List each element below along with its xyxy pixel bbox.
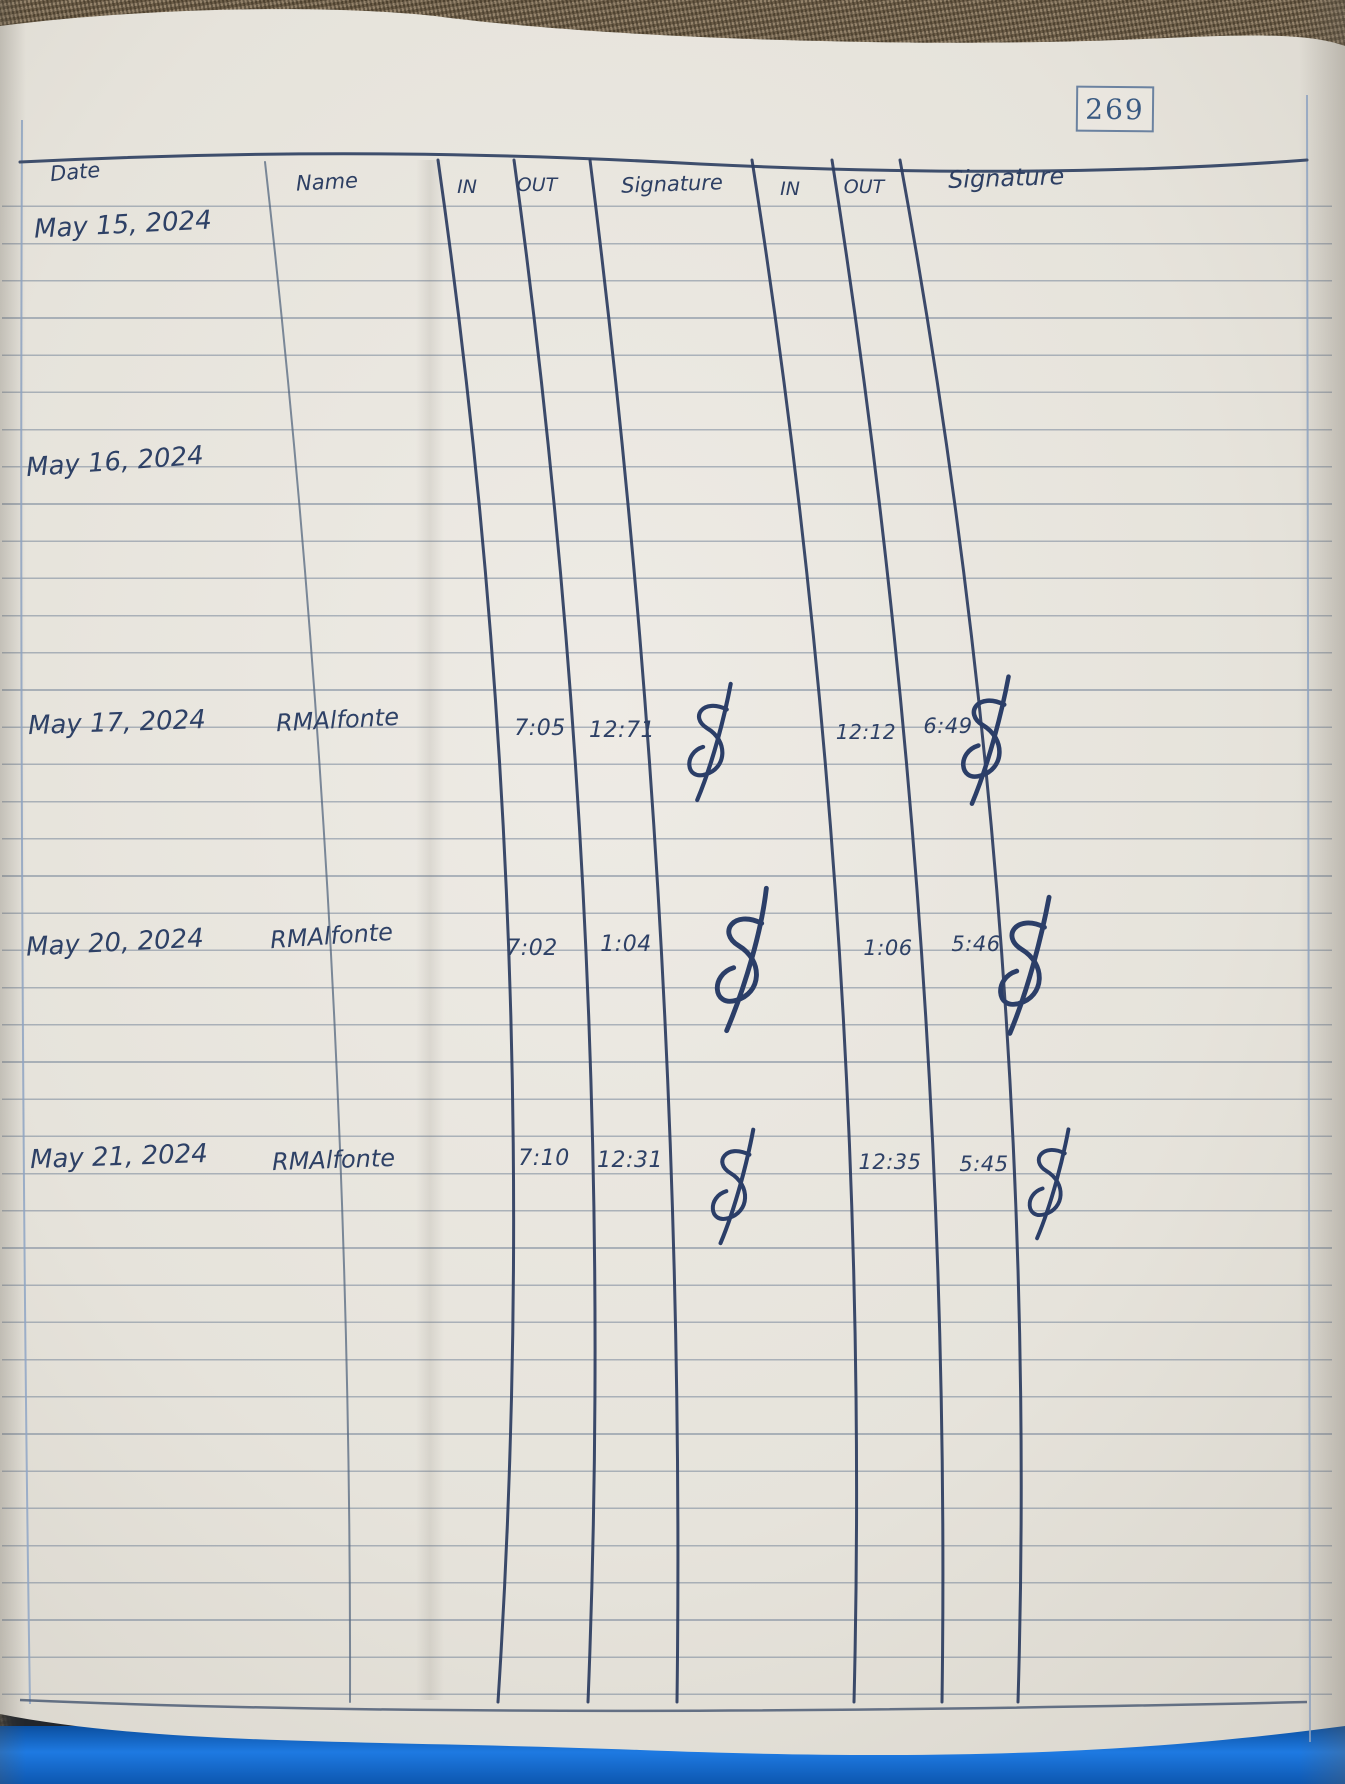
right-margin-line	[1306, 94, 1311, 1743]
pm-out-time: 6:49	[923, 714, 973, 738]
header-pm-out: OUT	[843, 176, 885, 198]
column-line-out-signature	[588, 158, 680, 1704]
signature-scribble	[961, 674, 1011, 806]
left-margin-line	[20, 119, 31, 1705]
paper-crease	[416, 160, 444, 1700]
header-name: Name	[295, 168, 359, 196]
am-out-time: 1:04	[600, 932, 652, 957]
pm-in-time: 12:12	[835, 720, 897, 744]
pm-out-time: 5:46	[951, 932, 1001, 956]
header-pm-in: IN	[780, 178, 800, 200]
signature-scribble	[687, 681, 733, 803]
column-line-out2-signature2	[898, 158, 1023, 1704]
left-edge-shade	[0, 0, 26, 1784]
page-number: 269	[1085, 92, 1145, 126]
pm-in-time: 12:35	[858, 1150, 922, 1174]
header-date: Date	[49, 157, 102, 187]
right-edge-shade	[1299, 0, 1345, 1784]
am-in-time: 7:05	[514, 716, 566, 741]
am-in-time: 7:02	[506, 936, 558, 961]
page-number-box: 269	[1075, 85, 1155, 133]
row-date: May 21, 2024	[29, 1138, 209, 1176]
column-line-signature-in2	[750, 158, 859, 1704]
header-pm-signature: Signature	[947, 161, 1065, 195]
pm-in-time: 1:06	[863, 936, 913, 960]
header-am-signature: Signature	[620, 170, 724, 198]
signature-scribble	[710, 1127, 756, 1246]
pm-out-time: 5:45	[959, 1152, 1009, 1176]
ruled-lines	[2, 170, 1332, 1708]
header-am-in: IN	[457, 176, 477, 198]
row-name: RMAlfonte	[271, 1143, 396, 1177]
column-line-in-out	[512, 158, 597, 1704]
table-bottom-border	[19, 1698, 1308, 1713]
signature-scribble	[998, 894, 1052, 1036]
table-top-border	[18, 152, 1309, 173]
signature-scribble	[1027, 1127, 1071, 1241]
column-line-in2-out2	[830, 158, 945, 1704]
am-out-time: 12:71	[589, 718, 655, 743]
am-out-time: 12:31	[597, 1148, 663, 1173]
header-am-out: OUT	[516, 174, 558, 196]
row-date: May 17, 2024	[27, 704, 207, 742]
column-line-name-in	[436, 158, 516, 1704]
column-line-date-name	[264, 161, 352, 1703]
am-in-time: 7:10	[518, 1146, 570, 1171]
signature-scribble	[714, 885, 769, 1034]
